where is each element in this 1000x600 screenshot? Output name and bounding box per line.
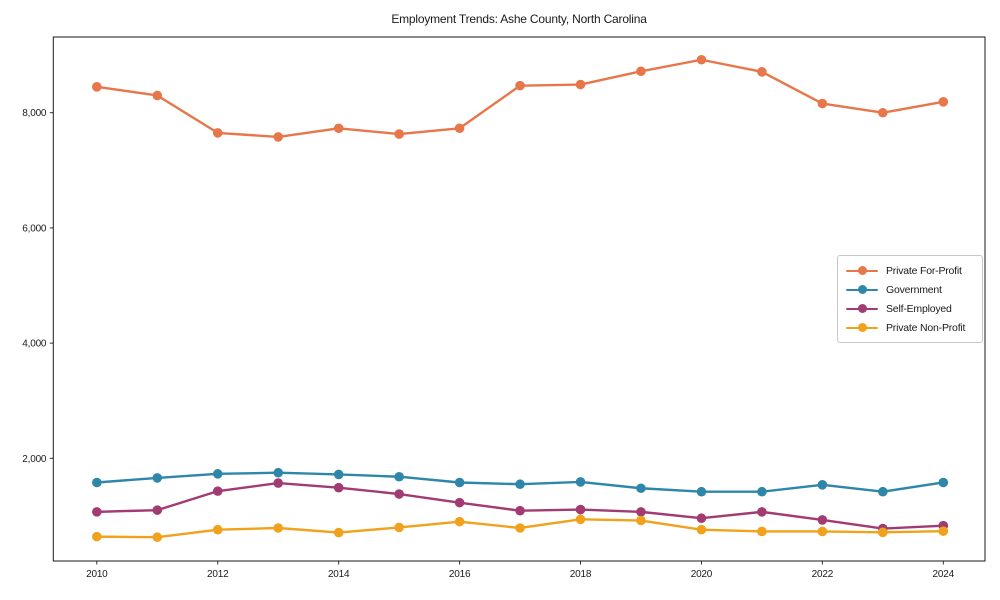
data-point-private-for-profit (152, 90, 163, 101)
data-point-private-non-profit (515, 523, 525, 533)
series-private-non-profit (92, 514, 949, 543)
data-point-private-for-profit (757, 67, 767, 77)
data-point-private-for-profit (636, 66, 646, 77)
data-point-private-non-profit (757, 526, 767, 537)
y-tick-label: 4,000 (22, 339, 47, 350)
data-point-private-non-profit (273, 523, 284, 533)
legend-dot-icon (857, 285, 867, 294)
legend-marker-government (846, 285, 878, 295)
data-point-government (878, 486, 888, 497)
data-point-private-non-profit (454, 516, 465, 527)
data-point-private-for-profit (454, 123, 465, 134)
data-point-private-for-profit (696, 54, 707, 65)
data-point-self-employed (273, 478, 284, 488)
legend: Private For-Profit Government Self-Employe… (837, 255, 983, 343)
data-point-government (152, 473, 163, 483)
data-point-private-non-profit (92, 531, 102, 542)
data-point-government (757, 486, 767, 497)
chart-title: Employment Trends: Ashe County, North Ca… (391, 12, 647, 26)
data-point-self-employed (333, 482, 344, 493)
y-tick-label: 6,000 (22, 223, 47, 234)
data-point-government (92, 477, 102, 488)
data-point-private-non-profit (394, 522, 404, 533)
data-point-self-employed (636, 507, 646, 517)
series-private-for-profit (92, 54, 949, 142)
legend-label: Government (886, 283, 942, 296)
series-government (92, 467, 949, 497)
data-point-private-for-profit (575, 79, 586, 90)
legend-marker-private-for-profit (846, 266, 878, 276)
x-tick-label: 2018 (570, 569, 592, 580)
data-point-private-non-profit (152, 532, 163, 543)
data-point-government (454, 477, 465, 488)
x-tick-label: 2020 (691, 569, 713, 580)
legend-label: Self-Employed (886, 302, 952, 315)
data-point-self-employed (696, 513, 707, 524)
data-point-government (333, 469, 344, 480)
legend-marker-private-non-profit (846, 323, 878, 333)
x-tick-label: 2012 (207, 569, 229, 580)
data-point-self-employed (817, 515, 828, 525)
legend-label: Private Non-Profit (886, 321, 966, 334)
data-point-government (696, 486, 707, 497)
data-point-private-non-profit (878, 527, 888, 538)
data-point-private-non-profit (575, 514, 586, 525)
data-point-self-employed (152, 505, 163, 515)
data-point-private-non-profit (212, 524, 223, 535)
x-tick-label: 2014 (328, 569, 350, 580)
data-point-private-non-profit (333, 527, 344, 538)
data-point-private-for-profit (212, 128, 223, 138)
data-point-government (212, 469, 223, 479)
legend-entry-self-employed: Self-Employed (846, 299, 974, 318)
legend-dot-icon (857, 323, 867, 332)
data-point-private-for-profit (273, 132, 284, 142)
x-tick-label: 2024 (933, 569, 955, 580)
data-point-self-employed (757, 507, 767, 517)
data-point-private-for-profit (333, 123, 344, 134)
y-tick-label: 8,000 (22, 108, 47, 119)
data-point-private-for-profit (938, 96, 949, 107)
data-point-government (515, 479, 525, 490)
y-axis: 2,000 4,000 6,000 8,000 (22, 108, 54, 465)
data-point-self-employed (515, 505, 525, 516)
data-point-private-non-profit (938, 526, 949, 536)
x-tick-label: 2022 (812, 569, 834, 580)
legend-dot-icon (857, 266, 867, 275)
data-point-private-for-profit (394, 129, 404, 139)
y-tick-label: 2,000 (22, 454, 47, 465)
data-point-government (817, 480, 828, 490)
data-point-government (575, 477, 586, 487)
data-point-private-for-profit (817, 98, 828, 109)
data-point-government (636, 483, 646, 494)
data-point-government (394, 471, 404, 482)
legend-label: Private For-Profit (886, 264, 962, 277)
data-point-private-non-profit (817, 526, 828, 537)
data-point-government (273, 467, 284, 478)
data-point-private-for-profit (92, 82, 102, 92)
data-point-self-employed (212, 486, 223, 496)
data-point-self-employed (394, 489, 404, 499)
data-point-government (938, 477, 949, 488)
legend-marker-self-employed (846, 304, 878, 314)
legend-entry-private-for-profit: Private For-Profit (846, 261, 974, 280)
data-point-private-for-profit (878, 107, 888, 118)
data-point-self-employed (454, 497, 465, 508)
legend-dot-icon (857, 304, 867, 313)
series-line-self-employed (96, 481, 944, 530)
axes-spines (52, 36, 986, 562)
legend-entry-private-non-profit: Private Non-Profit (846, 318, 974, 337)
data-point-private-non-profit (636, 515, 646, 526)
legend-entry-government: Government (846, 280, 974, 299)
x-tick-label: 2016 (449, 569, 471, 580)
x-tick-label: 2010 (86, 569, 108, 580)
x-axis: 2010 2012 2014 2016 2018 2020 2022 2024 (86, 561, 955, 580)
data-point-private-for-profit (515, 80, 525, 91)
data-point-private-non-profit (696, 524, 707, 535)
series-line-private-for-profit (96, 58, 944, 139)
data-point-self-employed (575, 504, 586, 515)
data-point-self-employed (92, 507, 102, 517)
